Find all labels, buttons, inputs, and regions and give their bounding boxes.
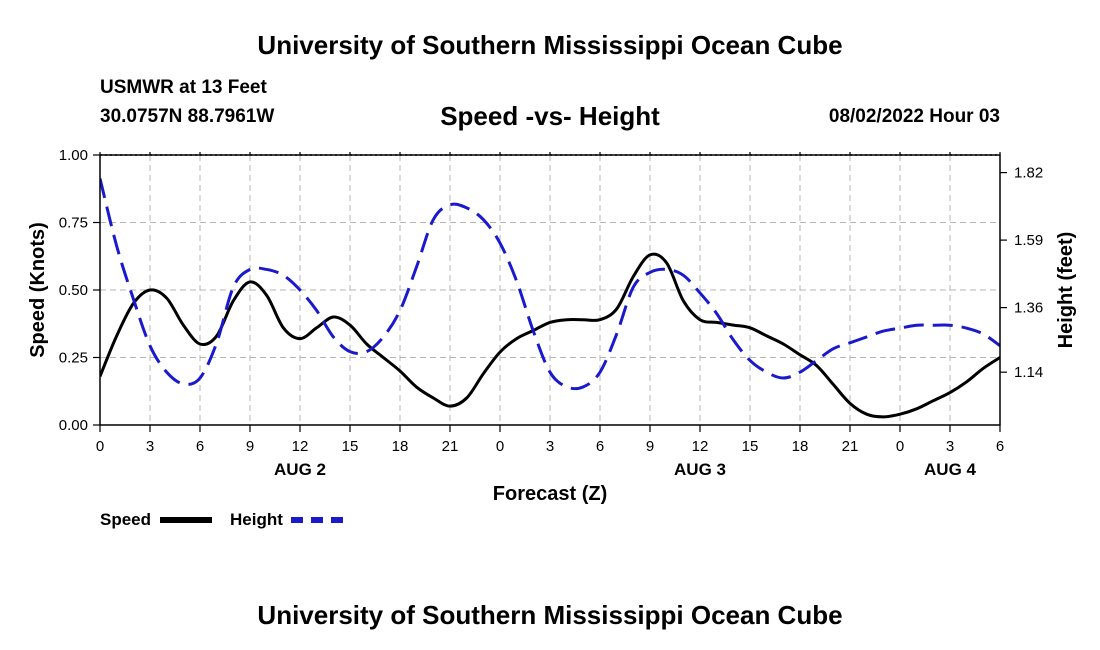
- speed-height-chart: 0 3 6 9 12 15 18 21 0 3 6 9 12 15 18 21 0 3 6 AUG 2 AUG 3 AUG…: [27, 147, 1077, 505]
- x-tick-label: 18: [392, 438, 409, 455]
- y2-tick-label: 1.82: [1014, 165, 1043, 182]
- date-label: AUG 4: [924, 460, 977, 479]
- x-tick-label: 15: [342, 438, 359, 455]
- x-tick-label: 21: [842, 438, 859, 455]
- station-label: USMWR at 13 Feet: [100, 77, 267, 98]
- series-lines: [100, 178, 1000, 419]
- x-tick-label: 0: [896, 438, 904, 455]
- x-tick-label: 0: [496, 438, 504, 455]
- station-coordinates: 30.0757N 88.7961W: [100, 106, 275, 127]
- date-label: AUG 2: [274, 460, 326, 479]
- x-tick-label: 3: [546, 438, 554, 455]
- y-tick-label: 0.25: [59, 350, 88, 367]
- x-tick-label: 6: [196, 438, 204, 455]
- date-label: AUG 3: [674, 460, 726, 479]
- y-axis-label: Speed (Knots): [27, 222, 49, 358]
- x-tick-label: 21: [442, 438, 459, 455]
- legend-height-label: Height: [230, 510, 283, 529]
- y-tick-label: 1.00: [59, 147, 88, 164]
- x-tick-label: 15: [742, 438, 759, 455]
- x-tick-label: 9: [246, 438, 254, 455]
- x-tick-label: 18: [792, 438, 809, 455]
- y-tick-label: 0.50: [59, 282, 88, 299]
- x-tick-label: 9: [646, 438, 654, 455]
- axis-ticks: 0 3 6 9 12 15 18 21 0 3 6 9 12 15 18 21 0 3 6 AUG 2 AUG 3 AUG…: [59, 147, 1043, 479]
- y2-tick-label: 1.59: [1014, 232, 1043, 249]
- y2-tick-label: 1.14: [1014, 364, 1043, 381]
- x-tick-label: 3: [946, 438, 954, 455]
- x-tick-label: 12: [292, 438, 309, 455]
- y2-axis-label: Height (feet): [1055, 232, 1077, 349]
- footer-title: University of Southern Mississippi Ocean…: [257, 600, 843, 630]
- legend-speed-label: Speed: [100, 510, 152, 529]
- page-title: University of Southern Mississippi Ocean…: [257, 30, 843, 60]
- x-tick-label: 6: [596, 438, 604, 455]
- x-tick-label: 12: [692, 438, 709, 455]
- x-tick-label: 3: [146, 438, 154, 455]
- speed-series-line: [100, 252, 1000, 419]
- y-tick-label: 0.75: [59, 215, 88, 232]
- y2-tick-label: 1.36: [1014, 300, 1043, 317]
- x-tick-label: 0: [96, 438, 104, 455]
- legend-speed-swatch: [160, 517, 212, 523]
- height-series-line: [100, 178, 1000, 391]
- x-tick-label: 6: [996, 438, 1004, 455]
- chart-title: Speed -vs- Height: [440, 101, 660, 131]
- legend-height-swatch: [291, 517, 343, 523]
- y-tick-label: 0.00: [59, 417, 88, 434]
- x-axis-label: Forecast (Z): [493, 483, 607, 505]
- forecast-datetime: 08/02/2022 Hour 03: [828, 106, 1000, 127]
